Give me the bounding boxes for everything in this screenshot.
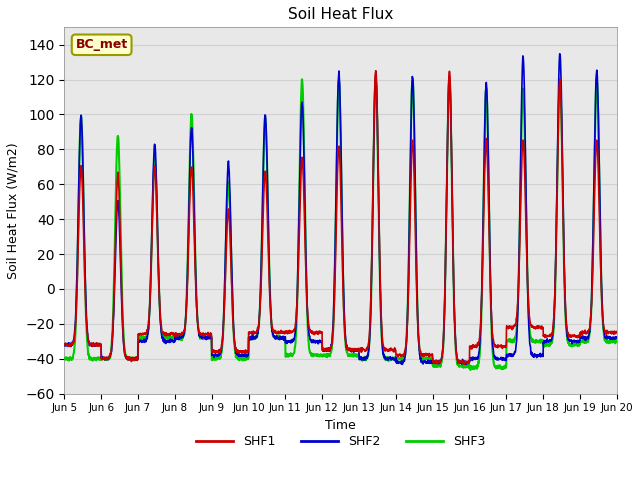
SHF1 <box>356 345 364 351</box>
SHF3 <box>564 340 572 346</box>
SHF3 <box>501 365 509 371</box>
SHF2 <box>556 51 564 57</box>
Text: BC_met: BC_met <box>76 38 128 51</box>
SHF1 <box>564 331 572 337</box>
SHF3 <box>580 336 588 342</box>
SHF1 <box>369 217 376 223</box>
SHF1 <box>502 345 509 350</box>
SHF3 <box>356 356 364 361</box>
SHF1 <box>61 341 68 347</box>
SHF1 <box>372 68 380 73</box>
SHF2 <box>61 343 68 348</box>
SHF2 <box>580 335 588 340</box>
SHF3 <box>556 76 564 82</box>
SHF2 <box>399 361 406 367</box>
SHF2 <box>214 351 222 357</box>
SHF3 <box>214 355 222 361</box>
SHF3 <box>613 338 621 344</box>
SHF1 <box>613 329 621 335</box>
SHF3 <box>467 367 474 373</box>
SHF2 <box>613 335 621 341</box>
Line: SHF1: SHF1 <box>65 71 617 364</box>
Line: SHF2: SHF2 <box>65 54 617 364</box>
SHF2 <box>564 337 572 343</box>
X-axis label: Time: Time <box>325 419 356 432</box>
SHF2 <box>356 357 364 362</box>
SHF2 <box>369 224 376 229</box>
Title: Soil Heat Flux: Soil Heat Flux <box>288 7 394 22</box>
SHF1 <box>580 329 588 335</box>
Y-axis label: Soil Heat Flux (W/m2): Soil Heat Flux (W/m2) <box>7 142 20 279</box>
Legend: SHF1, SHF2, SHF3: SHF1, SHF2, SHF3 <box>191 430 490 453</box>
SHF3 <box>369 227 376 232</box>
SHF3 <box>61 356 68 361</box>
SHF1 <box>214 348 222 354</box>
Line: SHF3: SHF3 <box>65 79 617 370</box>
SHF2 <box>501 357 509 362</box>
SHF1 <box>460 361 468 367</box>
